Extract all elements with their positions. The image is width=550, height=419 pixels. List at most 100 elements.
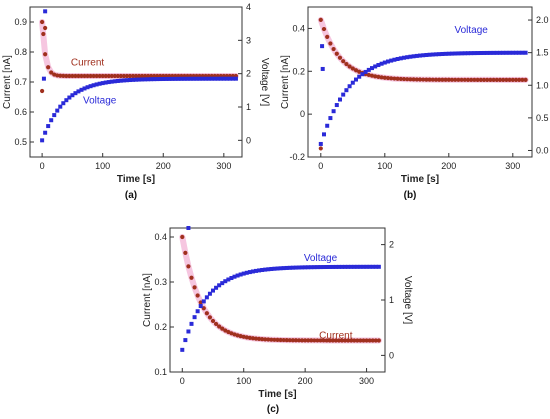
voltage-point — [284, 265, 289, 270]
current-point — [124, 73, 130, 79]
voltage-point — [94, 82, 99, 87]
voltage-point — [373, 64, 378, 69]
voltage-point — [85, 85, 90, 90]
current-point — [192, 285, 197, 290]
x-tick-label: 200 — [156, 161, 171, 171]
current-point — [488, 77, 493, 82]
voltage-point — [185, 76, 190, 81]
current-point — [70, 73, 75, 79]
voltage-point — [180, 347, 185, 352]
current-point — [299, 338, 305, 343]
annotation-voltage: Voltage — [455, 25, 489, 36]
current-point — [79, 73, 84, 79]
current-point — [459, 77, 464, 82]
voltage-point — [183, 338, 188, 343]
y-axis-title: Current [nA] — [2, 55, 13, 109]
voltage-point — [275, 266, 280, 271]
voltage-point — [336, 264, 341, 269]
current-point — [290, 338, 295, 343]
voltage-point — [247, 270, 252, 275]
current-point — [440, 77, 445, 82]
voltage-point — [510, 50, 515, 55]
current-point — [481, 77, 487, 82]
voltage-point — [224, 76, 229, 81]
current-point — [318, 146, 323, 151]
voltage-point — [49, 118, 54, 123]
x-tick-label: 300 — [216, 161, 231, 171]
voltage-point — [46, 124, 51, 129]
voltage-point — [297, 265, 301, 270]
voltage-point — [58, 104, 63, 109]
y2-tick-label: 2.0 — [536, 15, 549, 25]
voltage-point — [300, 265, 305, 270]
current-point — [376, 74, 381, 79]
y-tick-label: 0.5 — [14, 137, 27, 147]
annotation-voltage: Voltage — [304, 253, 338, 264]
panel-a: 0 100 200 300 0.5 0.6 0.7 0.8 0.9 0 1 2 3 4 Time [s] Cu… — [2, 2, 270, 201]
current-point — [349, 338, 354, 343]
current-point — [421, 77, 426, 82]
current-point — [293, 338, 299, 343]
voltage-point — [333, 264, 338, 269]
voltage-point — [514, 50, 518, 55]
voltage-point — [209, 76, 214, 81]
voltage-point — [67, 95, 72, 100]
annotation-current: Current — [319, 330, 353, 341]
voltage-point — [491, 50, 496, 55]
voltage-point — [341, 92, 346, 97]
voltage-point — [376, 264, 381, 269]
current-point — [364, 338, 369, 343]
voltage-point — [218, 76, 223, 81]
current-point — [180, 234, 185, 240]
current-point — [287, 338, 292, 343]
voltage-point — [376, 63, 381, 68]
current-point — [250, 336, 256, 341]
voltage-point — [363, 69, 368, 74]
voltage-point — [315, 265, 320, 270]
y-tick-label: 0.9 — [14, 17, 27, 27]
current-point — [183, 250, 188, 255]
y-tick-label: 0.7 — [14, 77, 27, 87]
voltage-point — [212, 76, 217, 81]
current-point — [149, 73, 154, 79]
voltage-point — [344, 88, 349, 93]
voltage-point — [327, 264, 332, 269]
current-point — [318, 17, 323, 22]
voltage-point — [204, 295, 209, 300]
voltage-point — [40, 138, 45, 143]
voltage-point — [41, 76, 46, 81]
current-point — [46, 65, 51, 70]
current-point — [497, 77, 503, 82]
current-point — [146, 73, 151, 79]
y2-axis-title: Voltage [V] — [259, 58, 270, 107]
current-point — [118, 73, 123, 79]
current-point — [130, 73, 136, 79]
current-point — [244, 335, 249, 340]
current-point — [408, 77, 413, 82]
voltage-point — [386, 59, 390, 64]
x-axis-title: Time [s] — [258, 389, 296, 400]
voltage-point — [43, 9, 48, 14]
voltage-point — [241, 271, 246, 276]
voltage-point — [206, 76, 211, 81]
voltage-point — [352, 264, 357, 269]
voltage-point — [52, 113, 57, 118]
current-point — [40, 88, 45, 94]
voltage-point — [189, 321, 194, 326]
voltage-point — [392, 57, 397, 62]
y-tick-label: 0.3 — [154, 277, 167, 287]
voltage-point — [155, 77, 160, 82]
current-point — [220, 326, 225, 331]
y2-tick-label: 3 — [246, 35, 251, 45]
voltage-point — [395, 56, 400, 61]
current-point — [411, 77, 416, 82]
voltage-point — [211, 288, 215, 293]
voltage-point — [443, 51, 448, 56]
y-tick-label: -0.2 — [289, 152, 305, 162]
current-point — [523, 77, 528, 82]
voltage-point — [70, 93, 75, 98]
voltage-point — [507, 50, 512, 55]
current-point — [324, 338, 329, 343]
voltage-point — [217, 283, 222, 288]
voltage-point — [191, 76, 196, 81]
